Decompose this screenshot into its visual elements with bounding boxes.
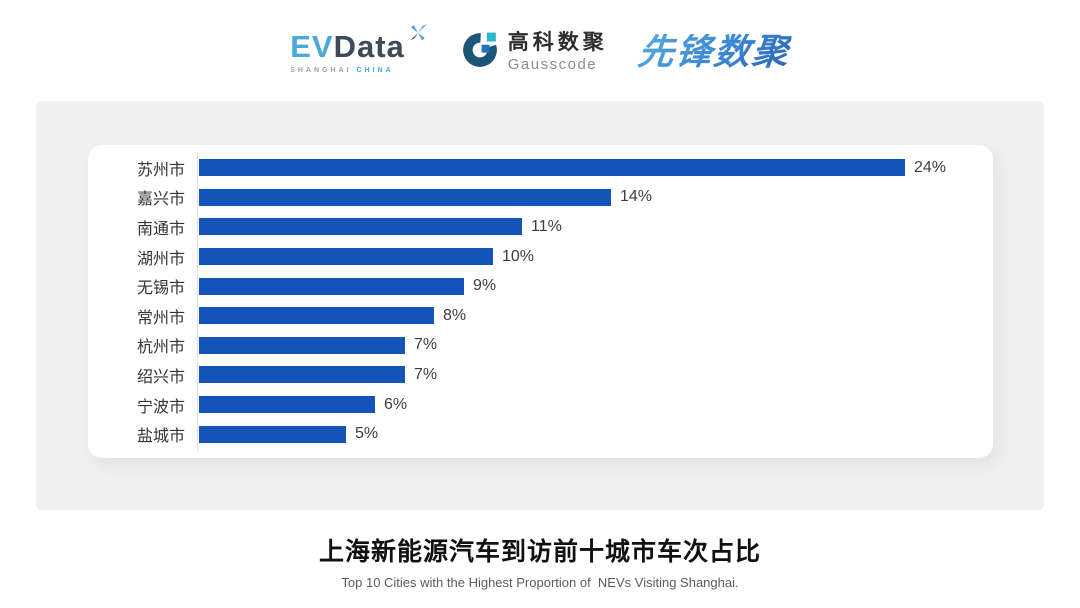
bar-plot-area: 10%: [197, 242, 993, 272]
value-label: 9%: [473, 277, 497, 295]
category-label: 无锡市: [136, 280, 185, 298]
evdata-caption: SHANGHAI CHINA: [290, 67, 405, 74]
category-label: 绍兴市: [136, 368, 185, 386]
bar: [199, 277, 464, 295]
header-logos: EVData SHANGHAI CHINA 高科数聚 Gausscode: [0, 20, 1080, 84]
evdata-pinwheel-icon: [407, 22, 429, 49]
y-axis-line: [197, 151, 198, 451]
evdata-ev-text: EV: [290, 28, 334, 64]
bar-plot-area: 14%: [197, 183, 993, 213]
evdata-logo: EVData SHANGHAI CHINA: [290, 23, 431, 74]
category-label: 常州市: [136, 309, 185, 327]
bar: [199, 396, 375, 414]
bar-plot-area: 9%: [197, 271, 993, 301]
evdata-caption-china: CHINA: [356, 66, 394, 74]
gausscode-name-en: Gausscode: [507, 55, 598, 73]
chart-subtitle: Top 10 Cities with the Highest Proportio…: [341, 575, 739, 590]
bar-chart: 苏州市 24% 嘉兴市 14% 南通市 11% 湖州市 10% 无锡市 9% 常州市 8% 杭州市 7% 绍…: [88, 153, 993, 449]
category-label: 杭州市: [136, 339, 185, 357]
bar-row: 嘉兴市 14%: [88, 183, 993, 213]
category-label: 宁波市: [136, 398, 185, 416]
value-label: 24%: [914, 158, 947, 176]
chart-title: 上海新能源汽车到访前十城市车次占比: [318, 538, 761, 566]
evdata-data-text: Data: [333, 28, 405, 64]
bar-plot-area: 7%: [197, 331, 993, 361]
bar-row: 湖州市 10%: [88, 242, 993, 272]
category-label: 盐城市: [136, 428, 185, 446]
bar-row: 苏州市 24%: [88, 153, 993, 183]
bar-plot-area: 11%: [197, 212, 993, 242]
bar-row: 盐城市 5%: [88, 419, 993, 449]
category-label: 南通市: [136, 220, 185, 238]
category-label: 湖州市: [136, 250, 185, 268]
xianfeng-logo: 先锋数聚: [635, 31, 792, 72]
bar-row: 南通市 11%: [88, 212, 993, 242]
bar-row: 绍兴市 7%: [88, 360, 993, 390]
evdata-wordmark: EVData: [290, 31, 405, 62]
value-label: 5%: [355, 425, 379, 443]
gausscode-name-cn: 高科数聚: [507, 31, 608, 55]
bar: [199, 336, 405, 354]
category-label: 嘉兴市: [136, 191, 185, 209]
category-label: 苏州市: [136, 161, 185, 179]
value-label: 14%: [620, 188, 653, 206]
bar: [199, 188, 611, 206]
bar-plot-area: 8%: [197, 301, 993, 331]
value-label: 6%: [384, 395, 408, 413]
bar: [199, 248, 493, 266]
bar-row: 宁波市 6%: [88, 390, 993, 420]
value-label: 8%: [443, 306, 467, 324]
bar-row: 常州市 8%: [88, 301, 993, 331]
bar-plot-area: 6%: [197, 390, 993, 420]
bar: [199, 218, 522, 236]
bar-row: 无锡市 9%: [88, 271, 993, 301]
bar-plot-area: 5%: [197, 419, 993, 449]
gausscode-text-block: 高科数聚 Gausscode: [508, 31, 608, 72]
value-label: 10%: [502, 247, 535, 265]
value-label: 7%: [414, 365, 438, 383]
bar: [199, 366, 405, 384]
bar-plot-area: 7%: [197, 360, 993, 390]
chart-card: 苏州市 24% 嘉兴市 14% 南通市 11% 湖州市 10% 无锡市 9% 常州市 8% 杭州市 7% 绍…: [88, 145, 993, 458]
bar: [199, 425, 346, 443]
gausscode-logo: 高科数聚 Gausscode: [461, 31, 608, 74]
value-label: 11%: [531, 217, 562, 235]
bar-plot-area: 24%: [197, 153, 993, 183]
gausscode-mark-icon: [461, 31, 499, 74]
value-label: 7%: [414, 336, 438, 354]
footer: 上海新能源汽车到访前十城市车次占比 Top 10 Cities with the…: [0, 532, 1080, 590]
bar: [199, 307, 434, 325]
evdata-caption-shanghai: SHANGHAI: [290, 66, 357, 74]
bar: [199, 159, 905, 177]
bar-row: 杭州市 7%: [88, 331, 993, 361]
